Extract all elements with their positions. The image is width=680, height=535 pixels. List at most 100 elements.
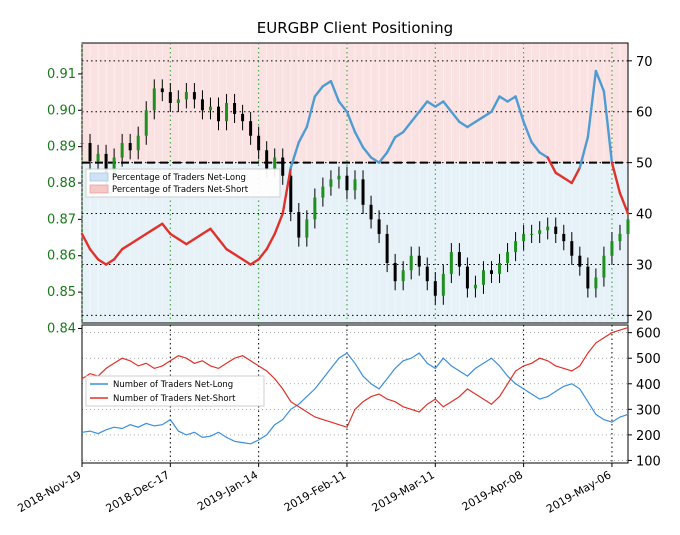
percentage-line-segment: [80, 232, 92, 251]
percentage-line-segment: [426, 100, 437, 108]
percentage-line-segment: [104, 258, 116, 266]
percentage-line-segment: [153, 222, 164, 231]
percentage-line-segment: [289, 141, 300, 169]
price-candle-body: [265, 150, 269, 169]
price-candle-body: [96, 153, 100, 162]
price-candle-body: [217, 106, 220, 122]
percentage-line-segment: [337, 100, 349, 113]
price-candle-body: [449, 252, 453, 274]
percentage-line-segment: [217, 237, 228, 251]
price-candle-body: [433, 281, 437, 296]
percentage-line-segment: [546, 156, 557, 175]
price-candle-body: [321, 186, 325, 198]
x-axis-tick-label: 2019-May-06: [544, 468, 613, 516]
price-candle-body: [337, 175, 341, 180]
price-candle-body: [554, 226, 558, 234]
price-candle-body: [313, 197, 317, 220]
percentage-line-segment: [297, 125, 309, 144]
legend-box: [85, 168, 281, 198]
percentage-axis-tick-label: 40: [636, 208, 653, 223]
legend-swatch-net-short: [89, 184, 109, 194]
price-candle-body: [618, 233, 622, 242]
price-candle-body: [80, 143, 84, 144]
x-axis-tick-label: 2018-Dec-17: [104, 468, 172, 515]
percentage-line-segment: [450, 110, 461, 124]
percentage-line-segment: [578, 135, 590, 169]
price-candle-body: [441, 273, 445, 296]
price-candle-body: [586, 266, 590, 289]
percentage-line-segment: [305, 95, 317, 129]
price-axis-tick-label: 0.88: [47, 176, 76, 191]
price-axis-tick-label: 0.85: [47, 285, 76, 300]
percentage-line-segment: [562, 176, 573, 185]
legend-swatch-net-long: [89, 172, 109, 182]
price-candle-body: [425, 266, 429, 282]
percentage-line-segment: [586, 69, 598, 139]
legend-label-net-long: Percentage of Traders Net-Long: [112, 173, 246, 183]
price-candle-body: [297, 212, 301, 238]
price-candle-body: [184, 92, 188, 100]
price-candle-body: [152, 88, 156, 111]
price-candle-body: [602, 255, 606, 278]
legend-box: [85, 375, 265, 407]
percentage-line-segment: [418, 100, 429, 113]
price-axis-tick-label: 0.90: [47, 103, 76, 118]
percentage-line-segment: [96, 258, 108, 266]
price-candle-body: [473, 284, 477, 289]
percentage-line-segment: [401, 120, 413, 134]
price-candle-body: [208, 106, 212, 111]
percentage-line-segment: [353, 130, 365, 149]
net-short-count-line: [81, 327, 629, 428]
percentage-line-segment: [369, 156, 381, 164]
price-candle-body: [329, 179, 333, 187]
legend-label-net-short: Percentage of Traders Net-Short: [112, 185, 249, 195]
price-axis-tick-label: 0.91: [47, 67, 76, 82]
count-axis-tick-label: 600: [636, 327, 661, 342]
price-candle-body: [225, 103, 229, 122]
percentage-line-segment: [410, 110, 421, 124]
percentage-line-segment: [88, 247, 100, 261]
percentage-line-segment: [434, 100, 445, 108]
price-candle-body: [305, 219, 309, 238]
percentage-line-segment: [610, 161, 622, 195]
percentage-line-segment: [474, 115, 485, 124]
percentage-line-segment: [345, 110, 357, 134]
price-candle-body: [506, 252, 510, 263]
percentage-line-segment: [442, 100, 453, 113]
percentage-axis-tick-label: 30: [636, 258, 653, 273]
percentage-line-segment: [498, 95, 509, 103]
percentage-line-segment: [177, 237, 188, 246]
percentage-line-segment: [265, 232, 276, 251]
percentage-line-segment: [385, 135, 397, 154]
percentage-line-segment: [225, 247, 236, 256]
percentage-line-segment: [161, 222, 172, 236]
price-candle-body: [465, 266, 469, 289]
price-axis-tick-label: 0.87: [47, 212, 76, 227]
percentage-line-segment: [313, 85, 325, 98]
price-candle-body: [128, 143, 132, 151]
legend-label-count-net-short: Number of Traders Net-Short: [113, 394, 236, 404]
percentage-axis-tick-label: 20: [636, 309, 653, 324]
price-candle-body: [377, 219, 381, 234]
price-candle-body: [273, 157, 277, 169]
price-candle-body: [257, 135, 261, 151]
percentage-line-segment: [169, 232, 180, 241]
percentage-line-segment: [193, 232, 204, 241]
x-axis-tick-label: 2019-Jan-14: [195, 468, 260, 513]
percentage-axis-tick-label: 70: [636, 55, 653, 70]
percentage-line-segment: [249, 258, 260, 266]
percentage-line-segment: [482, 110, 493, 119]
price-candle-body: [241, 113, 245, 122]
x-axis-tick-label: 2019-Mar-11: [370, 468, 437, 514]
percentage-line-segment: [361, 146, 373, 159]
price-candle-body: [409, 255, 413, 271]
price-candle-body: [610, 241, 614, 256]
percentage-line-segment: [570, 166, 582, 185]
percentage-line-segment: [618, 191, 630, 215]
price-candle-body: [457, 252, 461, 267]
x-axis-tick-label: 2018-Nov-19: [15, 468, 83, 515]
percentage-line-segment: [112, 247, 124, 261]
price-candle-body: [104, 153, 108, 176]
percentage-line-segment: [594, 69, 606, 93]
price-axis-tick-label: 0.89: [47, 140, 76, 155]
